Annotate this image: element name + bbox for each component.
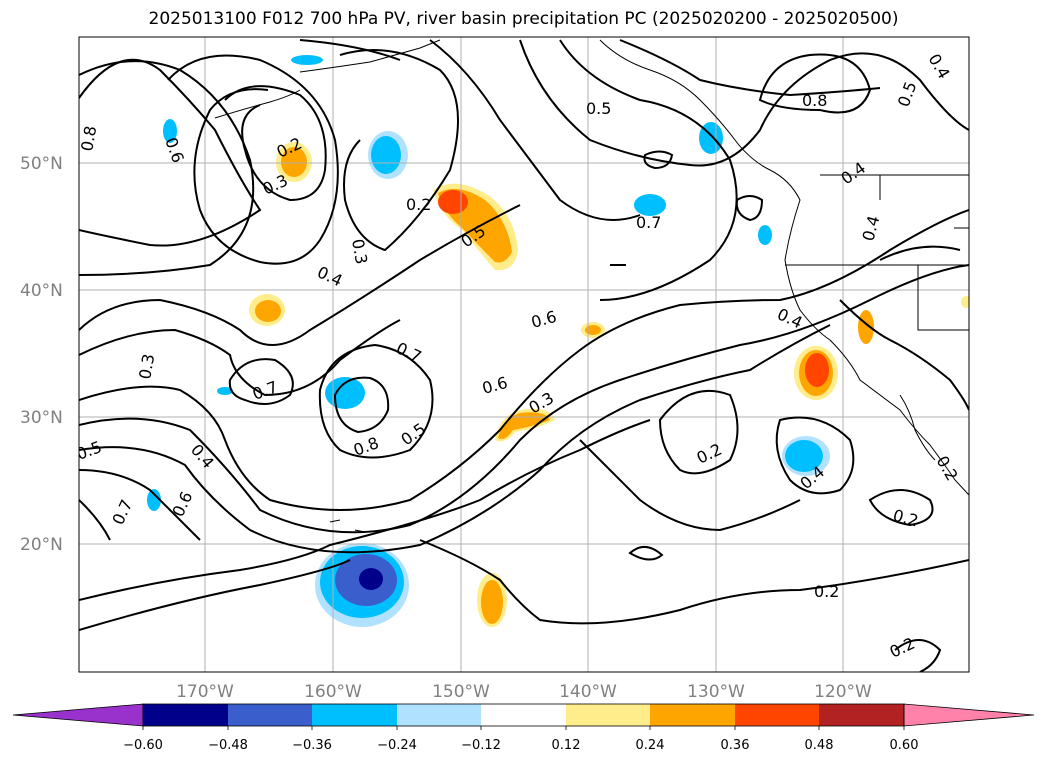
gridlines xyxy=(79,37,969,672)
pv-contours xyxy=(79,39,969,672)
contour-label: 0.7 xyxy=(250,377,280,404)
contour-label: 0.8 xyxy=(351,433,381,460)
contour-label: 0.4 xyxy=(774,304,805,332)
contour-label: 0.2 xyxy=(814,582,839,601)
colorbar-segment xyxy=(312,704,397,726)
contour-label: 0.4 xyxy=(187,440,218,472)
lon-label: 160°W xyxy=(304,682,362,702)
colorbar-segment xyxy=(481,704,566,726)
colorbar-tick-label: 0.12 xyxy=(552,738,581,753)
lon-label: 130°W xyxy=(687,682,745,702)
colorbar-tick-label: −0.12 xyxy=(461,738,501,753)
colorbar-segment xyxy=(650,704,735,726)
contour-label: 0.5 xyxy=(74,437,104,464)
plot-frame xyxy=(78,36,970,673)
lat-labels: 50°N 40°N 30°N 20°N xyxy=(20,154,63,555)
lon-label: 170°W xyxy=(176,682,234,702)
contour-label: 0.5 xyxy=(397,419,429,449)
colorbar-tick-label: −0.48 xyxy=(208,738,248,753)
contour-label: 0.4 xyxy=(859,214,884,244)
colorbar-segment xyxy=(143,704,228,726)
contour-label: 0.6 xyxy=(161,135,188,165)
contour-label: 0.7 xyxy=(108,497,136,528)
colorbar-tick-label: 0.60 xyxy=(890,738,919,753)
colorbar-tick-label: −0.36 xyxy=(292,738,332,753)
lat-label: 40°N xyxy=(20,281,63,301)
lon-labels: 170°W 160°W 150°W 140°W 130°W 120°W xyxy=(176,682,872,702)
colorbar-segment xyxy=(819,704,904,726)
contour-label: 0.7 xyxy=(393,338,424,366)
colorbar-segment xyxy=(566,704,650,726)
contour-label: 0.6 xyxy=(480,373,510,398)
contour-label: 0.3 xyxy=(135,352,158,380)
contour-label: 0.8 xyxy=(77,124,100,152)
contour-label: 0.7 xyxy=(636,213,661,232)
contour-label: 0.2 xyxy=(891,506,921,531)
lat-label: 20°N xyxy=(20,535,63,555)
lon-label: 120°W xyxy=(814,682,872,702)
contour-label: 0.2 xyxy=(933,453,962,485)
precip-shading xyxy=(147,55,969,627)
lon-label: 140°W xyxy=(559,682,617,702)
lat-label: 30°N xyxy=(20,408,63,428)
colorbar-extend-high xyxy=(903,703,1035,727)
colorbar: −0.60 −0.48 −0.36 −0.24 −0.12 0.12 0.24 … xyxy=(12,703,1035,753)
lon-label: 150°W xyxy=(432,682,490,702)
contour-label: 0.6 xyxy=(168,489,196,520)
contour-label: 0.6 xyxy=(529,307,559,332)
contour-label: 0.2 xyxy=(406,195,431,214)
contour-label: 0.4 xyxy=(925,51,954,83)
colorbar-tick-label: 0.36 xyxy=(721,738,750,753)
colorbar-tick-label: −0.60 xyxy=(123,738,163,753)
colorbar-tick-label: −0.24 xyxy=(377,738,417,753)
contour-label: 0.2 xyxy=(694,440,725,468)
contour-label: 0.5 xyxy=(586,99,611,118)
colorbar-tick-label: 0.24 xyxy=(636,738,665,753)
contour-label: 0.5 xyxy=(894,79,921,109)
colorbar-segment xyxy=(228,704,312,726)
lat-label: 50°N xyxy=(20,154,63,174)
contour-label: 0.4 xyxy=(314,262,345,290)
map-panel: 0.8 0.6 0.2 0.3 0.2 0.3 0.4 0.5 0.5 0.8 … xyxy=(74,37,969,672)
contour-label: 0.3 xyxy=(348,237,371,265)
coastlines xyxy=(214,39,969,533)
contour-label: 0.8 xyxy=(802,91,827,110)
contour-label: 0.2 xyxy=(887,634,918,662)
colorbar-extend-low xyxy=(12,703,144,727)
colorbar-segment xyxy=(735,704,819,726)
map-title: 2025013100 F012 700 hPa PV, river basin … xyxy=(148,9,899,29)
colorbar-segment xyxy=(397,704,481,726)
colorbar-tick-label: 0.48 xyxy=(805,738,834,753)
